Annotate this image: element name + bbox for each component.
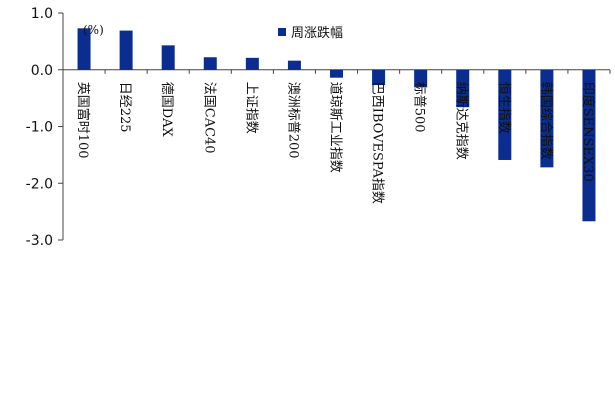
x-category-label: 英国富时100 [75,82,91,159]
x-category-label: 纳斯达克指数 [454,82,469,160]
bar [287,60,301,70]
y-tick-label: -1.0 [26,120,53,136]
bar [330,69,343,78]
x-category-label: 韩国综合指数 [538,82,553,160]
y-tick-label: 0.0 [31,63,53,79]
legend-label: 周涨跌幅 [291,25,343,41]
bar [498,69,512,160]
bar [245,57,259,70]
bar [582,69,596,222]
x-category-label: 印度SENSEX30 [580,82,596,182]
bar [203,57,217,70]
bar [414,69,428,88]
x-category-label: 法国CAC40 [201,82,216,154]
x-category-label: 德国DAX [159,82,174,138]
bar [372,69,386,86]
legend-swatch [278,28,286,36]
x-category-label: 巴西IBOVESPA指数 [370,82,385,204]
bar [456,69,470,108]
y-axis-tick-labels: 1.0 0.0 -1.0 -2.0 -3.0 [26,6,53,249]
x-category-label: 标普500 [412,82,427,133]
unit-label: (%) [83,23,104,37]
y-tick-label: -2.0 [26,176,53,192]
bar [161,45,175,70]
x-category-label: 上证指数 [243,82,258,134]
y-tick-label: -3.0 [26,233,53,249]
bar [540,69,554,168]
bar [77,28,91,70]
bar [119,30,133,70]
x-category-label: 澳洲标普200 [285,82,301,159]
x-axis-category-labels: 英国富时100 日经225 德国DAX 法国CAC40 上证指数 澳洲标普200 道琼斯工业… [75,82,596,204]
legend: 周涨跌幅 [278,25,343,41]
chart-bars [77,28,596,222]
x-category-label: 恒生指数 [496,82,511,134]
x-category-label: 日经225 [117,82,132,133]
x-category-label: 道琼斯工业指数 [328,82,343,173]
y-tick-label: 1.0 [31,6,53,22]
